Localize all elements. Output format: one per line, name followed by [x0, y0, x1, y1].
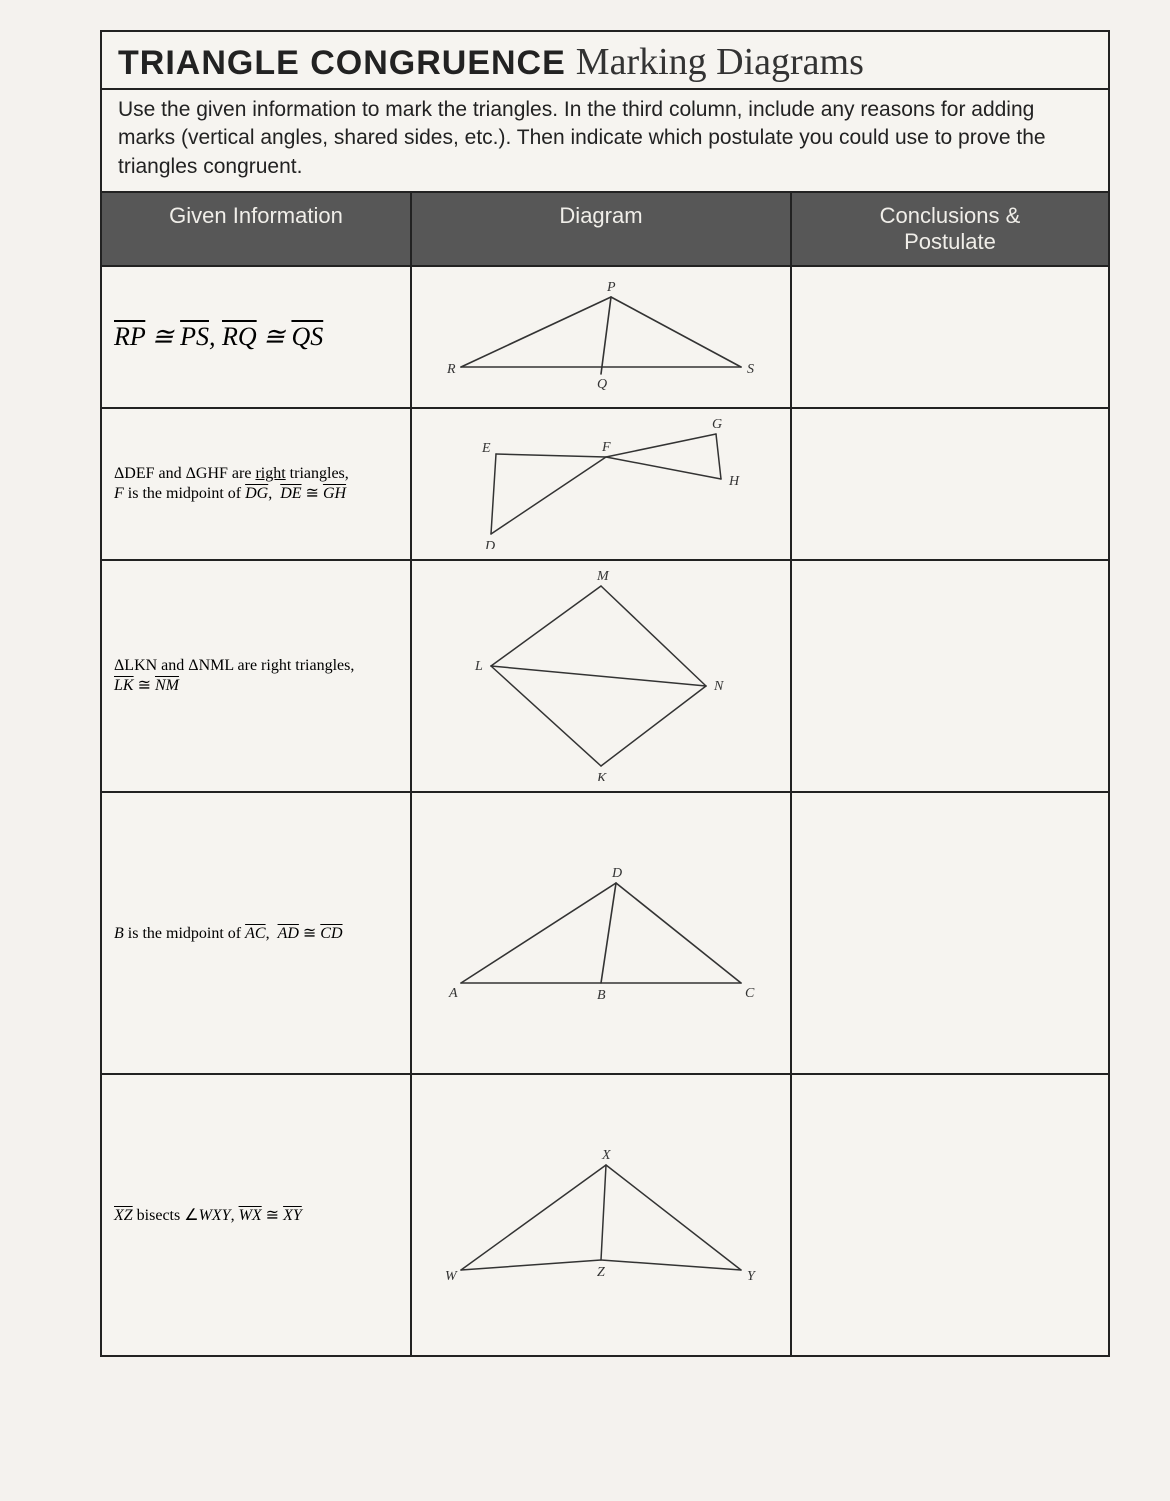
title-script: Marking Diagrams — [576, 41, 864, 83]
svg-text:B: B — [597, 988, 606, 1003]
table-row: ΔLKN and ΔNML are right triangles,LK ≅ N… — [102, 561, 1108, 793]
header-diagram: Diagram — [412, 193, 792, 265]
svg-text:E: E — [481, 441, 491, 456]
conclusion-cell[interactable] — [792, 409, 1108, 559]
given-cell: ΔDEF and ΔGHF are right triangles,F is t… — [102, 409, 412, 559]
svg-text:H: H — [728, 474, 740, 489]
given-cell: RP ≅ PS, RQ ≅ QS — [102, 267, 412, 407]
conclusion-cell[interactable] — [792, 267, 1108, 407]
table-row: XZ bisects ∠WXY, WX ≅ XY W Y X Z — [102, 1075, 1108, 1355]
svg-text:S: S — [747, 362, 754, 377]
conclusion-cell[interactable] — [792, 793, 1108, 1073]
svg-text:P: P — [606, 282, 616, 295]
diagram-cell: W Y X Z — [412, 1075, 792, 1355]
worksheet-page: TRIANGLE CONGRUENCE Marking Diagrams Use… — [0, 0, 1170, 1501]
svg-text:K: K — [596, 771, 607, 781]
svg-text:L: L — [474, 659, 483, 674]
conclusion-cell[interactable] — [792, 561, 1108, 791]
conclusion-cell[interactable] — [792, 1075, 1108, 1355]
svg-text:Z: Z — [597, 1265, 605, 1280]
diagram-cell: D E F G H — [412, 409, 792, 559]
given-cell: XZ bisects ∠WXY, WX ≅ XY — [102, 1075, 412, 1355]
title-row: TRIANGLE CONGRUENCE Marking Diagrams — [102, 32, 1108, 90]
diagram-svg: M L N K — [451, 571, 751, 781]
header-given: Given Information — [102, 193, 412, 265]
diagram-svg: D E F G H — [431, 419, 771, 549]
svg-text:M: M — [596, 571, 610, 584]
header-conclusions: Conclusions & Postulate — [792, 193, 1108, 265]
header-conclusions-l2: Postulate — [904, 229, 996, 254]
svg-text:D: D — [484, 539, 495, 549]
table-row: B is the midpoint of AC, AD ≅ CD A C D B — [102, 793, 1108, 1075]
svg-text:A: A — [448, 986, 458, 1001]
svg-text:C: C — [745, 986, 755, 1001]
svg-text:W: W — [445, 1269, 458, 1284]
table-row: RP ≅ PS, RQ ≅ QS R S P Q — [102, 267, 1108, 409]
given-cell: B is the midpoint of AC, AD ≅ CD — [102, 793, 412, 1073]
svg-text:X: X — [601, 1148, 611, 1163]
worksheet-frame: TRIANGLE CONGRUENCE Marking Diagrams Use… — [100, 30, 1110, 1357]
diagram-cell: M L N K — [412, 561, 792, 791]
svg-text:D: D — [611, 866, 622, 881]
diagram-svg: R S P Q — [431, 282, 771, 392]
diagram-cell: A C D B — [412, 793, 792, 1073]
svg-text:Q: Q — [597, 377, 607, 392]
header-conclusions-l1: Conclusions & — [880, 203, 1021, 228]
svg-text:G: G — [712, 419, 722, 432]
table-header: Given Information Diagram Conclusions & … — [102, 193, 1108, 267]
given-cell: ΔLKN and ΔNML are right triangles,LK ≅ N… — [102, 561, 412, 791]
table-body: RP ≅ PS, RQ ≅ QS R S P Q ΔDEF and ΔGHF are ri… — [102, 267, 1108, 1355]
table-row: ΔDEF and ΔGHF are right triangles,F is t… — [102, 409, 1108, 561]
diagram-svg: A C D B — [431, 848, 771, 1018]
svg-text:Y: Y — [747, 1269, 757, 1284]
title-bold: TRIANGLE CONGRUENCE — [118, 44, 566, 82]
svg-text:F: F — [601, 440, 611, 455]
diagram-svg: W Y X Z — [431, 1130, 771, 1300]
svg-text:R: R — [446, 362, 456, 377]
svg-text:N: N — [713, 679, 724, 694]
diagram-cell: R S P Q — [412, 267, 792, 407]
instructions: Use the given information to mark the tr… — [102, 90, 1108, 193]
